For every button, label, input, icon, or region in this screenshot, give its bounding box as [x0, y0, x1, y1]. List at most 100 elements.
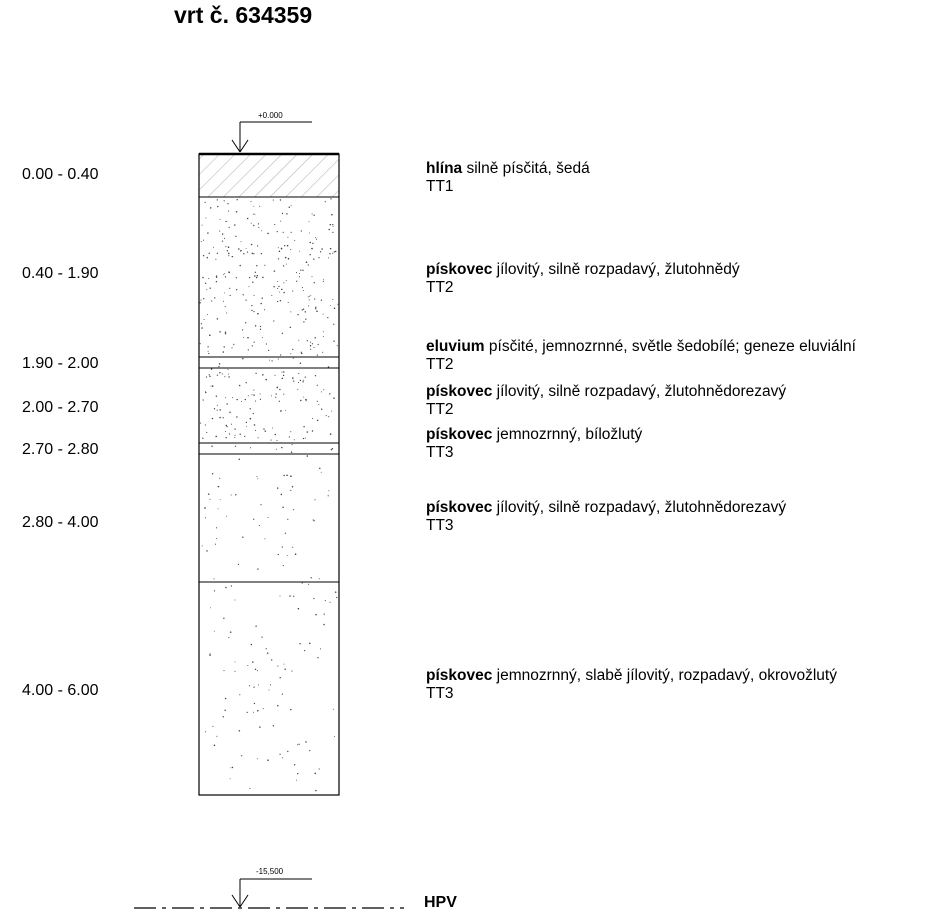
sand-dot — [285, 280, 287, 281]
sand-dot — [311, 343, 314, 345]
sand-dot — [216, 409, 218, 411]
sand-dot — [298, 276, 300, 278]
sand-dot — [207, 350, 209, 352]
sand-dot — [302, 269, 304, 271]
sand-dot — [319, 251, 322, 253]
sand-dot — [253, 310, 255, 313]
sand-dot — [314, 499, 316, 501]
sand-dot — [280, 410, 281, 412]
sand-dot — [320, 408, 323, 410]
sand-dot — [318, 578, 320, 580]
sand-dot — [226, 220, 228, 222]
sand-dot — [227, 369, 229, 370]
sand-dot — [302, 379, 304, 381]
sand-dot — [251, 345, 253, 347]
sand-dot — [311, 213, 313, 215]
sand-dot — [209, 653, 211, 655]
sand-dot — [290, 475, 292, 478]
sand-dot — [318, 404, 320, 405]
sand-dot — [211, 473, 214, 475]
sand-dot — [290, 231, 292, 233]
sand-dot — [332, 231, 334, 234]
sand-dot — [265, 378, 267, 381]
sand-dot — [294, 553, 297, 555]
sand-dot — [281, 546, 283, 548]
sand-dot — [250, 222, 252, 224]
sand-dot — [242, 357, 244, 360]
layer-class: TT3 — [426, 517, 454, 534]
sand-dot — [229, 411, 231, 414]
sand-dot — [269, 359, 270, 361]
sand-dot — [245, 425, 247, 427]
sand-dot — [227, 210, 230, 212]
sand-dot — [233, 343, 235, 346]
sand-dot — [323, 623, 325, 626]
sand-dot — [295, 272, 298, 274]
sand-dot — [292, 290, 294, 292]
sand-dot — [241, 329, 244, 331]
sand-dot — [305, 261, 308, 263]
sand-dot — [262, 374, 264, 376]
sand-dot — [253, 424, 256, 426]
sand-dot — [200, 323, 203, 325]
sand-dot — [277, 281, 279, 282]
sand-dot — [256, 670, 258, 672]
sand-dot — [228, 637, 230, 639]
sand-dot — [266, 652, 269, 654]
sand-dot — [216, 404, 218, 406]
sand-dot — [272, 427, 274, 429]
sand-dot — [253, 294, 255, 297]
sand-dot — [306, 340, 308, 342]
sand-dot — [281, 332, 284, 334]
sand-dot — [290, 205, 292, 207]
sand-dot — [219, 477, 221, 479]
sand-dot — [276, 386, 279, 389]
sand-dot — [277, 665, 279, 667]
sand-dot — [241, 401, 242, 402]
sand-dot — [315, 238, 317, 240]
sand-dot — [281, 371, 283, 373]
sand-dot — [208, 252, 210, 254]
sand-dot — [332, 224, 334, 226]
sand-dot — [256, 758, 258, 760]
sand-dot — [204, 282, 207, 285]
sand-dot — [265, 343, 267, 345]
sand-dot — [226, 250, 229, 252]
sand-dot — [324, 600, 326, 602]
sand-dot — [306, 431, 309, 433]
layer-depth: 1.90 - 2.00 — [22, 355, 99, 372]
sand-dot — [308, 232, 310, 234]
sand-dot — [287, 257, 290, 260]
sand-dot — [236, 289, 238, 291]
sand-dot — [251, 309, 253, 312]
sand-dot — [282, 374, 285, 377]
sand-dot — [293, 764, 296, 766]
sand-dot — [279, 354, 282, 356]
sand-dot — [207, 314, 209, 316]
sand-dot — [226, 312, 228, 314]
sand-dot — [201, 545, 203, 547]
sand-dot — [315, 306, 317, 309]
sand-dot — [274, 374, 276, 376]
sand-dot — [222, 716, 224, 718]
sand-dot — [281, 693, 284, 695]
sand-dot — [267, 759, 269, 761]
sand-dot — [290, 489, 292, 491]
sand-dot — [219, 498, 221, 500]
sand-dot — [298, 273, 301, 275]
sand-dot — [261, 636, 263, 638]
sand-dot — [313, 597, 315, 600]
sand-dot — [253, 224, 255, 227]
sand-dot — [264, 264, 266, 266]
sand-dot — [274, 433, 277, 436]
sand-dot — [276, 300, 279, 303]
sand-dot — [290, 451, 293, 454]
sand-dot — [202, 399, 204, 401]
sand-dot — [231, 766, 234, 769]
sand-dot — [209, 654, 211, 657]
sand-dot — [282, 565, 284, 567]
sand-dot — [229, 631, 232, 633]
sand-dot — [285, 409, 286, 411]
sand-dot — [221, 233, 224, 235]
sand-dot — [241, 755, 243, 757]
